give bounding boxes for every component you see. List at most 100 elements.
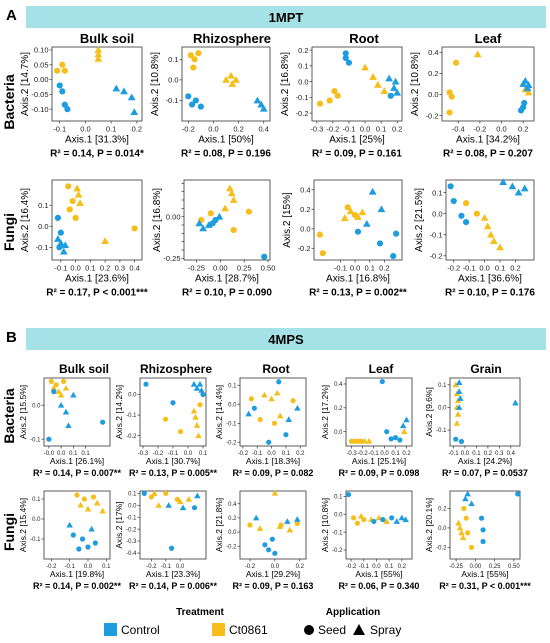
point-seed — [261, 253, 268, 260]
point-seed — [174, 496, 180, 502]
x-tick-label: 0.25 — [489, 564, 501, 570]
x-tick-label: 0.1 — [85, 264, 95, 273]
point-seed — [272, 550, 278, 556]
point-spray — [193, 385, 201, 391]
point-spray — [256, 525, 264, 531]
x-axis-label: Axis.1 [23.6%] — [65, 274, 129, 285]
y-tick-label: 0.0 — [300, 224, 310, 233]
y-axis-label: Axis.2 [9.6%] — [424, 387, 434, 437]
panel-banner-a — [26, 6, 546, 28]
point-seed — [387, 92, 394, 99]
point-seed — [269, 536, 275, 542]
x-tick-label: 0.2 — [132, 125, 142, 134]
x-tick-label: -0.1 — [53, 125, 66, 134]
point-seed — [54, 214, 62, 221]
y-tick-label: 0.4 — [228, 502, 237, 508]
point-spray — [403, 416, 410, 423]
x-axis-label: Axis.1 [24.2%] — [458, 456, 512, 466]
point-spray — [521, 76, 530, 84]
point-spray — [368, 187, 377, 195]
x-tick-label: 0.0 — [176, 564, 185, 570]
x-tick-label: 0.2 — [510, 264, 520, 273]
point-spray — [120, 87, 128, 95]
plot-frame — [345, 377, 413, 447]
point-spray — [94, 54, 103, 62]
point-spray — [508, 182, 517, 190]
point-seed — [85, 544, 91, 550]
x-axis-label: Axis.1 [25.1%] — [352, 456, 406, 466]
point-spray — [284, 518, 291, 524]
legend-seed-symbol — [304, 625, 314, 635]
x-axis-label: Axis.1 [28.7%] — [195, 274, 259, 285]
x-tick-label: -0.2 — [447, 264, 460, 273]
x-tick-label: 0.3 — [115, 264, 125, 273]
point-seed — [65, 183, 72, 190]
x-tick-label: 0.0 — [57, 451, 66, 457]
point-spray — [74, 190, 83, 198]
point-seed — [462, 200, 470, 207]
point-spray — [65, 422, 72, 429]
point-spray — [127, 93, 136, 101]
point-seed — [60, 378, 67, 384]
col-header-a-root: Root — [349, 31, 379, 46]
y-tick-label: -0.2 — [126, 434, 137, 440]
x-axis-label: Axis.1 [25%] — [329, 135, 385, 146]
col-header-a-rhizosphere: Rhizosphere — [193, 31, 271, 46]
point-spray — [190, 407, 198, 414]
point-seed — [465, 530, 471, 536]
point-spray — [54, 235, 62, 242]
col-header-a-bulk-soil: Bulk soil — [80, 31, 134, 46]
x-axis-label: Axis.1 [26.1%] — [50, 456, 104, 466]
point-seed — [283, 432, 289, 438]
x-tick-label: 0.0 — [271, 564, 280, 570]
legend: Treatment Control Ct0861 Application See… — [104, 607, 401, 637]
point-spray — [354, 213, 362, 220]
y-tick-label: 0.2 — [334, 406, 343, 412]
x-tick-label: 0.1 — [81, 451, 90, 457]
y-tick-label: -0.2 — [226, 544, 237, 550]
point-seed — [334, 92, 341, 99]
point-seed — [66, 206, 73, 213]
point-seed — [192, 97, 199, 104]
point-seed — [81, 496, 87, 502]
x-tick-label: 0.2 — [398, 564, 407, 570]
point-seed — [446, 109, 453, 116]
point-seed — [53, 382, 59, 388]
point-seed — [131, 225, 138, 232]
y-tick-label: -0.1 — [430, 230, 443, 239]
x-tick-label: -0.2 — [238, 451, 249, 457]
point-seed — [177, 428, 184, 435]
y-tick-label: 0.0 — [38, 222, 48, 231]
plot-frame — [449, 490, 521, 560]
point-seed — [397, 437, 403, 443]
stat-label: R² = 0.09, P = 0.082 — [233, 468, 314, 478]
point-spray — [77, 501, 84, 508]
point-spray — [222, 76, 230, 83]
y-tick-label: -0.1 — [126, 413, 137, 419]
stat-label: R² = 0.09, P = 0.161 — [312, 149, 402, 160]
y-tick-label: 0.0 — [334, 430, 343, 436]
point-spray — [361, 437, 368, 444]
point-spray — [56, 239, 65, 247]
x-tick-label: 0.2 — [296, 564, 305, 570]
y-tick-label: -0.1 — [166, 96, 179, 105]
point-spray — [369, 73, 377, 80]
plot-frame — [311, 46, 403, 122]
x-tick-label: -0.0 — [44, 451, 55, 457]
y-tick-label: 0.10 — [34, 46, 49, 55]
point-spray — [452, 381, 459, 388]
point-seed — [200, 391, 206, 398]
point-seed — [92, 540, 98, 546]
point-seed — [468, 544, 475, 550]
point-spray — [391, 77, 400, 85]
x-tick-label: 0.0 — [84, 564, 93, 570]
point-spray — [94, 50, 103, 58]
x-axis-label: Axis.1 [16.8%] — [326, 274, 390, 285]
x-tick-label: 0.0 — [496, 125, 506, 134]
y-tick-label: 0.1 — [228, 384, 237, 390]
plot-frame — [445, 179, 535, 261]
